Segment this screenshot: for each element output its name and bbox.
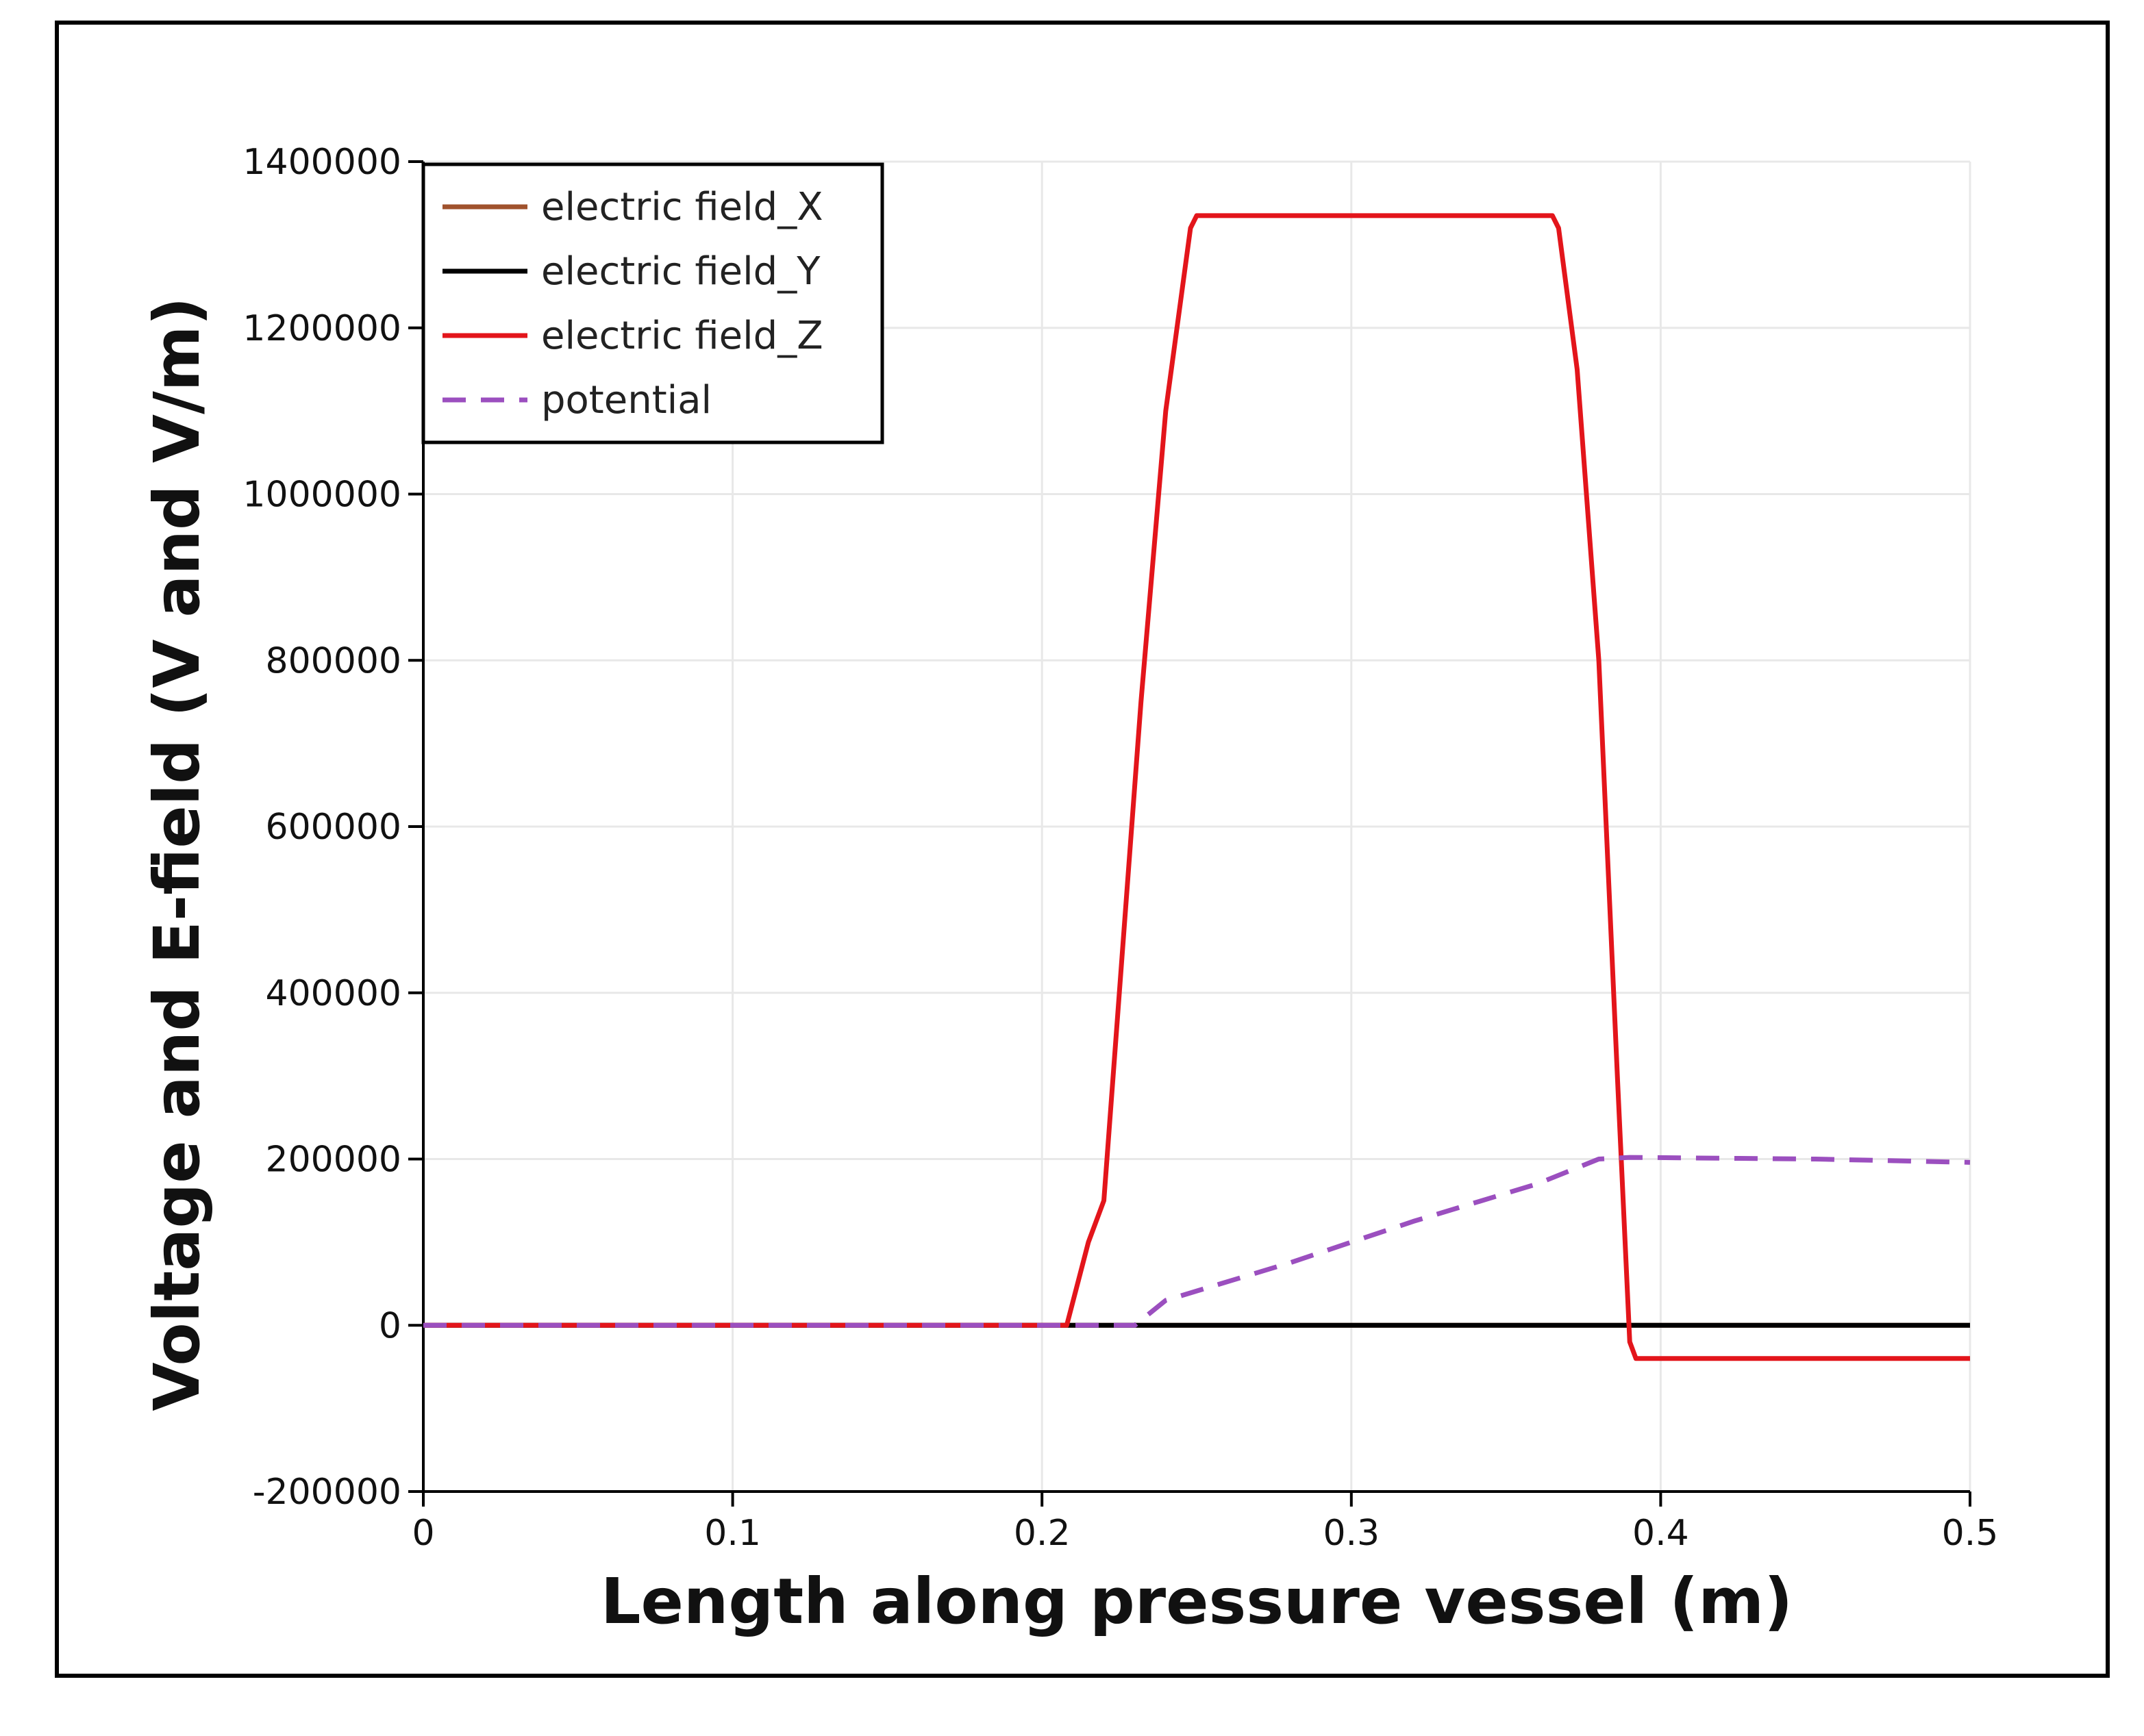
legend-label: electric field_Y: [541, 249, 821, 294]
y-axis-ticks: -200000 0 200000 400000 600000 800000 1000000 1…: [242, 142, 423, 1513]
series-line-electric-field-z: [423, 213, 1970, 1361]
y-tick-label: -200000: [253, 1472, 401, 1513]
series-line-potential: [423, 1155, 1971, 1328]
y-axis-title: Voltage and E-field (V and V/m): [140, 297, 214, 1411]
y-tick-label: 200000: [265, 1140, 401, 1181]
figure-frame: [55, 21, 2110, 1678]
y-tick-label: 1000000: [242, 475, 401, 516]
legend-label: electric field_X: [541, 185, 823, 229]
x-tick-label: 0.3: [1323, 1513, 1380, 1554]
legend-entry: electric field_X: [442, 185, 823, 229]
x-tick-label: 0.5: [1942, 1513, 1999, 1554]
legend-entry: electric field_Y: [442, 249, 821, 294]
legend-label: potential: [541, 378, 712, 423]
legend-label: electric field_Z: [541, 314, 823, 358]
series-lines: [423, 213, 1971, 1361]
x-axis-title: Length along pressure vessel (m): [601, 1565, 1793, 1638]
y-tick-label: 800000: [265, 640, 401, 681]
y-tick-label: 600000: [265, 807, 401, 848]
legend-box: [421, 162, 884, 444]
x-tick-label: 0.2: [1014, 1513, 1071, 1554]
y-tick-label: 1200000: [242, 308, 401, 349]
y-tick-label: 1400000: [242, 142, 401, 183]
y-tick-label: 0: [379, 1305, 401, 1346]
x-axis-ticks: 0 0.1 0.2 0.3 0.4 0.5: [412, 1492, 1998, 1554]
x-tick-label: 0.1: [704, 1513, 761, 1554]
legend: electric field_X electric field_Y electric…: [421, 162, 884, 444]
legend-items: electric field_X electric field_Y electric…: [442, 185, 823, 423]
x-tick-label: 0: [412, 1513, 434, 1554]
y-tick-label: 400000: [265, 973, 401, 1014]
x-tick-label: 0.4: [1632, 1513, 1689, 1554]
legend-entry: electric field_Z: [442, 314, 823, 358]
legend-entry: potential: [442, 378, 712, 423]
